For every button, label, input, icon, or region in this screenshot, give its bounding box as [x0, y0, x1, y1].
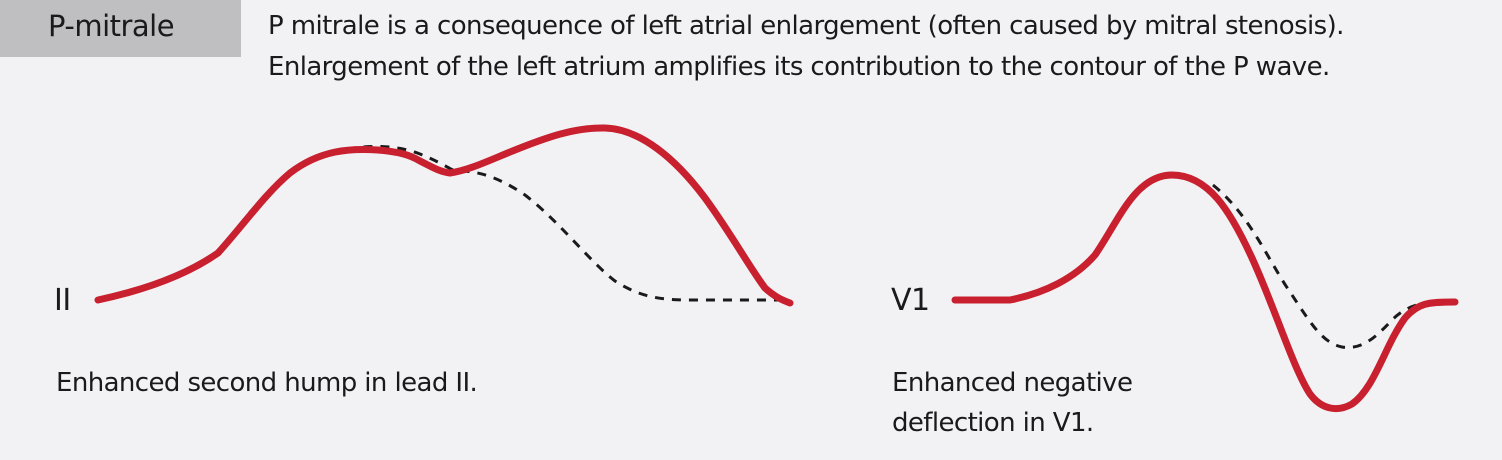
- lead-v1-normal-p-wave: [1212, 183, 1441, 349]
- title-box: P-mitrale: [0, 0, 241, 57]
- lead-v1-p-mitrale-wave: [951, 171, 1459, 413]
- lead-ii-normal-p-wave: [216, 144, 790, 302]
- description: P mitrale is a consequence of left atria…: [268, 6, 1344, 88]
- lead-ii-caption: Enhanced second hump in lead II.: [56, 363, 478, 403]
- lead-ii-caption-line-1: Enhanced second hump in lead II.: [56, 368, 478, 398]
- page-title: P-mitrale: [48, 9, 175, 43]
- lead-ii-p-mitrale-wave: [94, 124, 794, 307]
- lead-v1-caption-line-1: Enhanced negative: [892, 368, 1133, 398]
- lead-ii-label: II: [54, 283, 71, 318]
- lead-v1-caption-line-2: deflection in V1.: [892, 408, 1094, 438]
- lead-v1-caption: Enhanced negative deflection in V1.: [892, 363, 1133, 443]
- description-line-1: P mitrale is a consequence of left atria…: [268, 11, 1344, 41]
- description-line-2: Enlargement of the left atrium amplifies…: [268, 52, 1330, 82]
- lead-v1-label: V1: [891, 283, 930, 318]
